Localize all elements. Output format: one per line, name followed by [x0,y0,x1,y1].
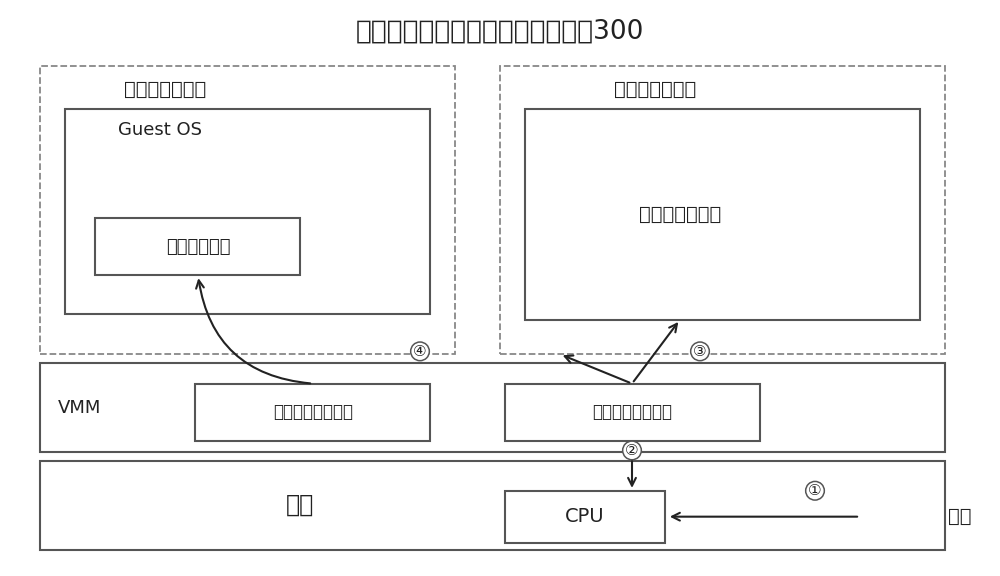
FancyBboxPatch shape [65,109,430,314]
FancyBboxPatch shape [40,363,945,452]
FancyBboxPatch shape [40,66,455,354]
Text: ④: ④ [413,344,427,359]
Text: Guest OS: Guest OS [118,120,202,139]
Text: ①: ① [808,483,822,498]
FancyBboxPatch shape [500,66,945,354]
Text: 硬件: 硬件 [286,493,314,517]
Text: 健康监控虚拟机: 健康监控虚拟机 [614,80,696,98]
FancyBboxPatch shape [505,491,665,543]
Text: ③: ③ [693,344,707,359]
Text: 异常管理模块: 异常管理模块 [166,237,230,256]
FancyBboxPatch shape [40,461,945,550]
Text: 客户系统虚拟机: 客户系统虚拟机 [124,80,206,98]
Text: 虚拟化运行环境下的异常处理系统300: 虚拟化运行环境下的异常处理系统300 [356,18,644,45]
Text: 异常: 异常 [948,507,972,526]
FancyBboxPatch shape [195,384,430,441]
FancyBboxPatch shape [95,218,300,275]
Text: CPU: CPU [565,507,605,526]
FancyBboxPatch shape [525,109,920,320]
FancyBboxPatch shape [505,384,760,441]
Text: ②: ② [625,443,639,458]
Text: 核心健康管理模块: 核心健康管理模块 [592,403,672,422]
Text: 域间通信管理模块: 域间通信管理模块 [273,403,353,422]
Text: VMM: VMM [58,399,102,417]
Text: 健康管理子系统: 健康管理子系统 [639,205,721,223]
